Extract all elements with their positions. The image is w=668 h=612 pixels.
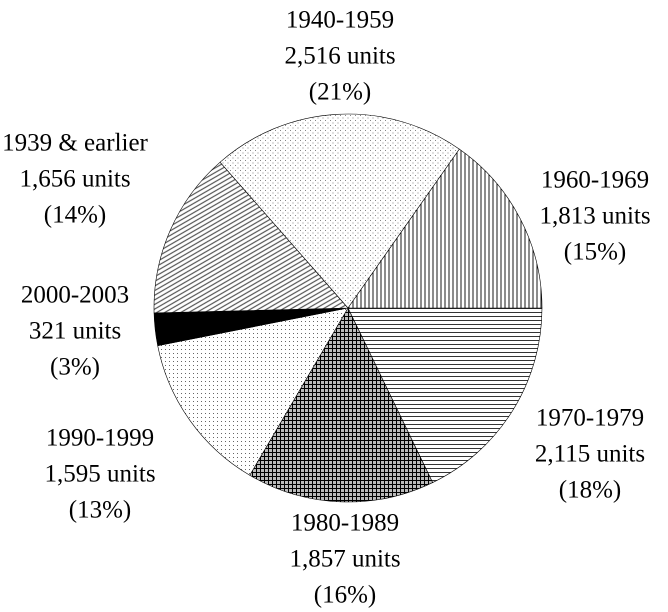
slice-label: 1960-1969	[541, 167, 649, 194]
pie-slice	[347, 148, 543, 309]
slice-label: 1970-1979	[536, 405, 644, 432]
value-label: 1,857 units	[289, 546, 400, 573]
value-label: 1,656 units	[19, 166, 130, 193]
pie-slice	[153, 161, 349, 314]
pie-slice	[219, 113, 460, 309]
value-label: 321 units	[29, 318, 121, 345]
percent-label: (18%)	[559, 477, 621, 504]
percent-label: (3%)	[50, 354, 100, 381]
pie-slice	[249, 307, 434, 503]
pie-slice	[157, 307, 349, 476]
slice-label: 1940-1959	[286, 7, 394, 34]
value-label: 1,595 units	[44, 461, 155, 488]
value-label: 2,516 units	[284, 43, 395, 70]
slice-label: 1990-1999	[46, 425, 154, 452]
percent-label: (16%)	[314, 582, 376, 609]
slice-label: 1939 & earlier	[2, 130, 148, 157]
percent-label: (14%)	[44, 202, 106, 229]
percent-label: (13%)	[69, 497, 131, 524]
percent-label: (21%)	[309, 79, 371, 106]
slice-label: 1980-1989	[291, 510, 399, 537]
pie-slice	[347, 307, 543, 483]
percent-label: (15%)	[564, 239, 626, 266]
slice-label: 2000-2003	[21, 282, 129, 309]
value-label: 2,115 units	[535, 441, 645, 468]
value-label: 1,813 units	[539, 203, 650, 230]
